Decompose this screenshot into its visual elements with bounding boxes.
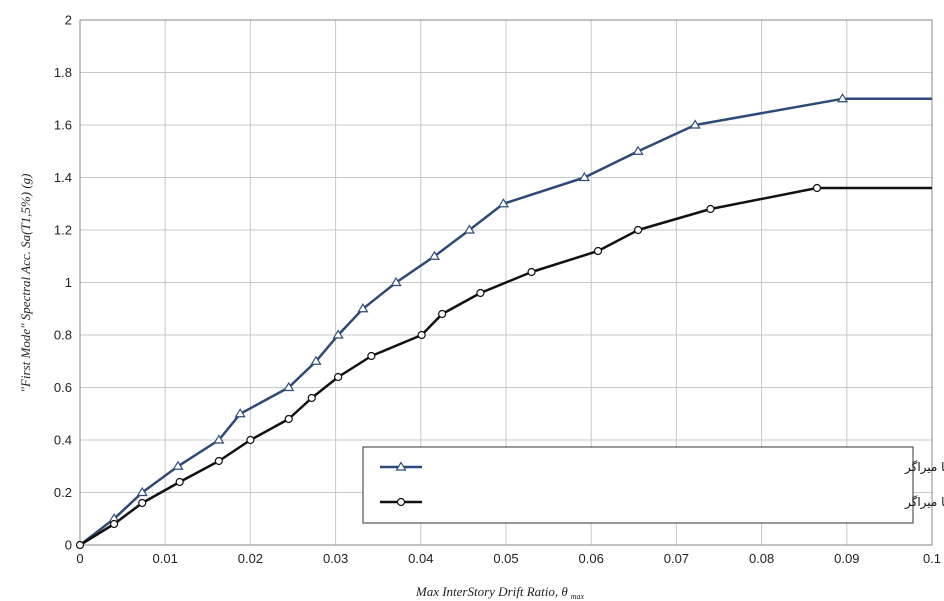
data-point-circle <box>812 183 822 193</box>
data-point-circle <box>307 393 316 403</box>
x-tick-label: 0 <box>76 551 83 566</box>
data-point-circle <box>593 246 603 256</box>
data-point-circle <box>633 225 643 235</box>
data-point-circle <box>417 330 426 340</box>
data-point-triangle <box>332 329 344 339</box>
data-point-triangle <box>213 434 225 444</box>
data-point-circle <box>367 351 376 361</box>
y-tick-label: 1 <box>65 275 72 290</box>
y-tick-label: 0.2 <box>54 485 72 500</box>
data-point-circle <box>175 477 184 487</box>
data-point-triangle <box>428 250 440 260</box>
data-point-triangle <box>234 408 246 418</box>
data-point-triangle <box>283 381 295 392</box>
x-tick-label: 0.06 <box>579 551 604 566</box>
x-tick-label: 0.07 <box>664 551 689 566</box>
data-point-triangle <box>310 355 322 365</box>
y-tick-label: 0.8 <box>54 328 72 343</box>
data-point-circle <box>138 498 147 508</box>
data-point-triangle <box>136 486 148 497</box>
y-tick-label: 1.6 <box>54 118 72 133</box>
y-tick-label: 1.4 <box>54 170 72 185</box>
x-tick-label: 0.01 <box>153 551 178 566</box>
legend: منحنی 50 % برای سازه 4 طبقه با مهاربند ش… <box>362 446 944 524</box>
data-point-triangle <box>578 171 590 182</box>
plot-area-border <box>79 19 933 546</box>
y-tick-label: 1.2 <box>54 223 72 238</box>
x-tick-label: 0.1 <box>923 551 941 566</box>
y-tick-label: 0.6 <box>54 380 72 395</box>
data-point-circle <box>214 456 223 466</box>
x-tick-label: 0.02 <box>238 551 263 566</box>
x-tick-label: 0.05 <box>493 551 518 566</box>
y-tick-label: 1.8 <box>54 65 72 80</box>
x-tick-label: 0.03 <box>323 551 348 566</box>
y-tick-label: 2 <box>65 13 72 28</box>
data-point-circle <box>246 435 255 445</box>
data-point-circle <box>438 309 447 319</box>
legend-marker-triangle <box>395 461 407 471</box>
data-point-circle <box>334 372 343 382</box>
y-tick-label: 0.4 <box>54 433 72 448</box>
x-tick-label: 0.08 <box>749 551 774 566</box>
y-tick-label: 0 <box>65 538 72 553</box>
data-point-circle <box>706 204 715 214</box>
data-point-triangle <box>463 224 475 234</box>
x-tick-label: 0.09 <box>834 551 859 566</box>
data-point-triangle <box>836 93 849 103</box>
x-axis-title: Max InterStory Drift Ratio, θ max <box>415 584 585 601</box>
legend-label-series-1: منحنی 50 % برای سازه 4 طبقه با مهاربند ش… <box>904 460 944 475</box>
legend-marker-circle <box>396 497 406 507</box>
data-point-circle <box>476 288 485 298</box>
data-point-circle <box>109 519 119 529</box>
x-tick-labels: 0 0.01 0.02 0.03 0.04 0.05 0.06 0.07 0.08 0.09 0.1 <box>76 551 941 566</box>
y-axis-title: "First Mode" Spectral Acc. Sa(T1,5%) (g) <box>18 174 33 393</box>
data-point-triangle <box>390 276 402 287</box>
data-point-triangle <box>172 460 184 470</box>
data-point-triangle <box>689 119 701 129</box>
legend-label-series-2: منحنی 50 % برای سازه 4 طبقه با مهاربند ق… <box>904 495 944 510</box>
data-point-circle <box>75 540 85 550</box>
series-layer <box>75 93 932 550</box>
x-axis-title-subscript: max <box>571 592 585 601</box>
data-point-circle <box>527 267 536 277</box>
data-point-triangle <box>632 145 644 155</box>
legend-box <box>362 446 914 524</box>
y-tick-labels: 0 0.2 0.4 0.6 0.8 1 1.2 1.4 1.6 1.8 2 <box>54 13 72 553</box>
data-point-triangle <box>357 303 369 313</box>
x-tick-label: 0.04 <box>408 551 433 566</box>
data-point-circle <box>284 414 293 424</box>
data-point-triangle <box>497 198 510 208</box>
